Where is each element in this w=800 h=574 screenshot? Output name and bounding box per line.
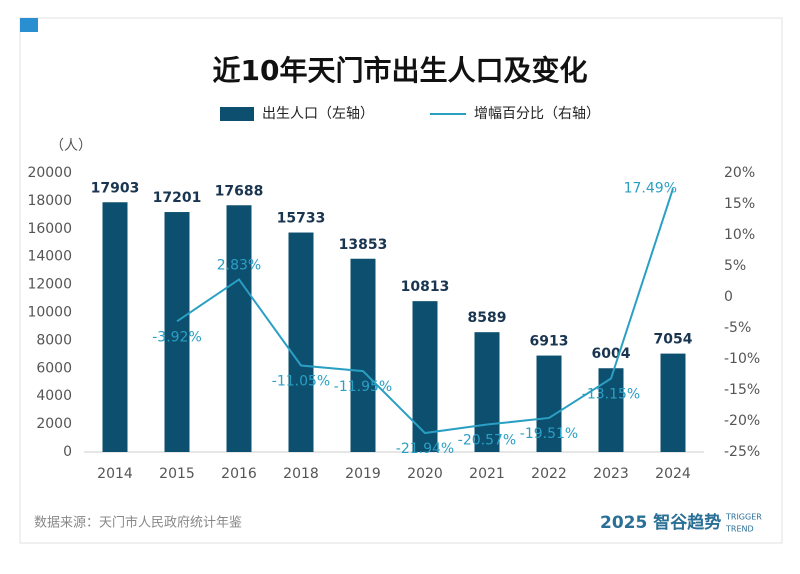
- y2-tick-label: -15%: [724, 382, 760, 398]
- bar-label: 10813: [401, 279, 450, 295]
- bar: [102, 202, 128, 452]
- bar-label: 17688: [215, 183, 264, 199]
- bar: [226, 205, 252, 452]
- y2-tick-label: -25%: [724, 444, 760, 460]
- bar: [536, 355, 562, 452]
- bar-label: 8589: [468, 310, 507, 326]
- bar-label: 6004: [592, 346, 631, 362]
- source: 数据来源：天门市人民政府统计年鉴: [34, 515, 242, 531]
- y-tick-label: 10000: [27, 305, 72, 321]
- x-tick-label: 2018: [283, 466, 319, 482]
- y2-tick-label: 5%: [724, 258, 746, 274]
- line: [176, 188, 674, 435]
- y2-tick-label: 20%: [724, 165, 755, 181]
- bar: [474, 332, 500, 452]
- logo-sub: TRIGGER: [725, 513, 762, 522]
- bar-label: 17903: [91, 180, 140, 196]
- y-tick-label: 16000: [27, 221, 72, 237]
- x-tick-label: 2019: [345, 466, 381, 482]
- y-tick-label: 0: [63, 444, 72, 460]
- bar-label: 17201: [153, 190, 202, 206]
- y2-tick-label: -5%: [724, 320, 751, 336]
- card: [19, 17, 783, 544]
- line-label: -19.51%: [520, 426, 578, 442]
- y-tick-label: 14000: [27, 249, 72, 265]
- bar: [598, 368, 624, 452]
- line-label: 17.49%: [624, 181, 677, 197]
- legend-label: 出生人口（左轴）: [262, 106, 374, 122]
- y-tick-label: 20000: [27, 165, 72, 181]
- bar: [164, 212, 190, 452]
- bar: [660, 353, 686, 452]
- bar-label: 7054: [654, 332, 693, 348]
- line-label: 2.83%: [217, 257, 261, 273]
- bar: [350, 258, 376, 452]
- x-tick-label: 2021: [469, 466, 505, 482]
- x-tick-label: 2020: [407, 466, 443, 482]
- x-tick-label: 2024: [655, 466, 691, 482]
- bar: [412, 301, 438, 452]
- bar: [288, 232, 314, 452]
- y-tick-label: 2000: [36, 416, 72, 432]
- x-tick-label: 2014: [97, 466, 133, 482]
- y2-tick-label: 0: [724, 289, 733, 305]
- bar-label: 6913: [530, 334, 569, 350]
- chart-title: 近10年天门市出生人口及变化: [213, 54, 588, 87]
- bar-label: 13853: [339, 237, 388, 253]
- bar-label: 15733: [277, 211, 326, 227]
- line-label: -21.94%: [396, 441, 454, 457]
- y-tick-label: 8000: [36, 332, 72, 348]
- x-tick-label: 2023: [593, 466, 629, 482]
- y2-tick-label: 10%: [724, 227, 755, 243]
- legend-swatch: [220, 107, 254, 121]
- x-tick-label: 2015: [159, 466, 195, 482]
- x-tick-label: 2016: [221, 466, 257, 482]
- y2-tick-label: -10%: [724, 351, 760, 367]
- y2-tick-label: 15%: [724, 196, 755, 212]
- legend-label: 增幅百分比（右轴）: [474, 106, 600, 122]
- y-tick-label: 12000: [27, 277, 72, 293]
- logo-sub: TREND: [725, 525, 754, 534]
- y-tick-label: 6000: [36, 360, 72, 376]
- y-tick-label: 4000: [36, 388, 72, 404]
- x-tick-label: 2022: [531, 466, 567, 482]
- line-label: -11.05%: [272, 374, 330, 390]
- line-label: -11.95%: [334, 379, 392, 395]
- line-label: -20.57%: [458, 433, 516, 449]
- y-axis-label: （人）: [50, 138, 92, 154]
- corner-icon: [20, 18, 38, 32]
- logo: 2025 智谷趋势: [600, 512, 721, 533]
- line-label: -13.15%: [582, 387, 640, 403]
- line-label: -3.92%: [152, 329, 202, 345]
- y-tick-label: 18000: [27, 193, 72, 209]
- y2-tick-label: -20%: [724, 413, 760, 429]
